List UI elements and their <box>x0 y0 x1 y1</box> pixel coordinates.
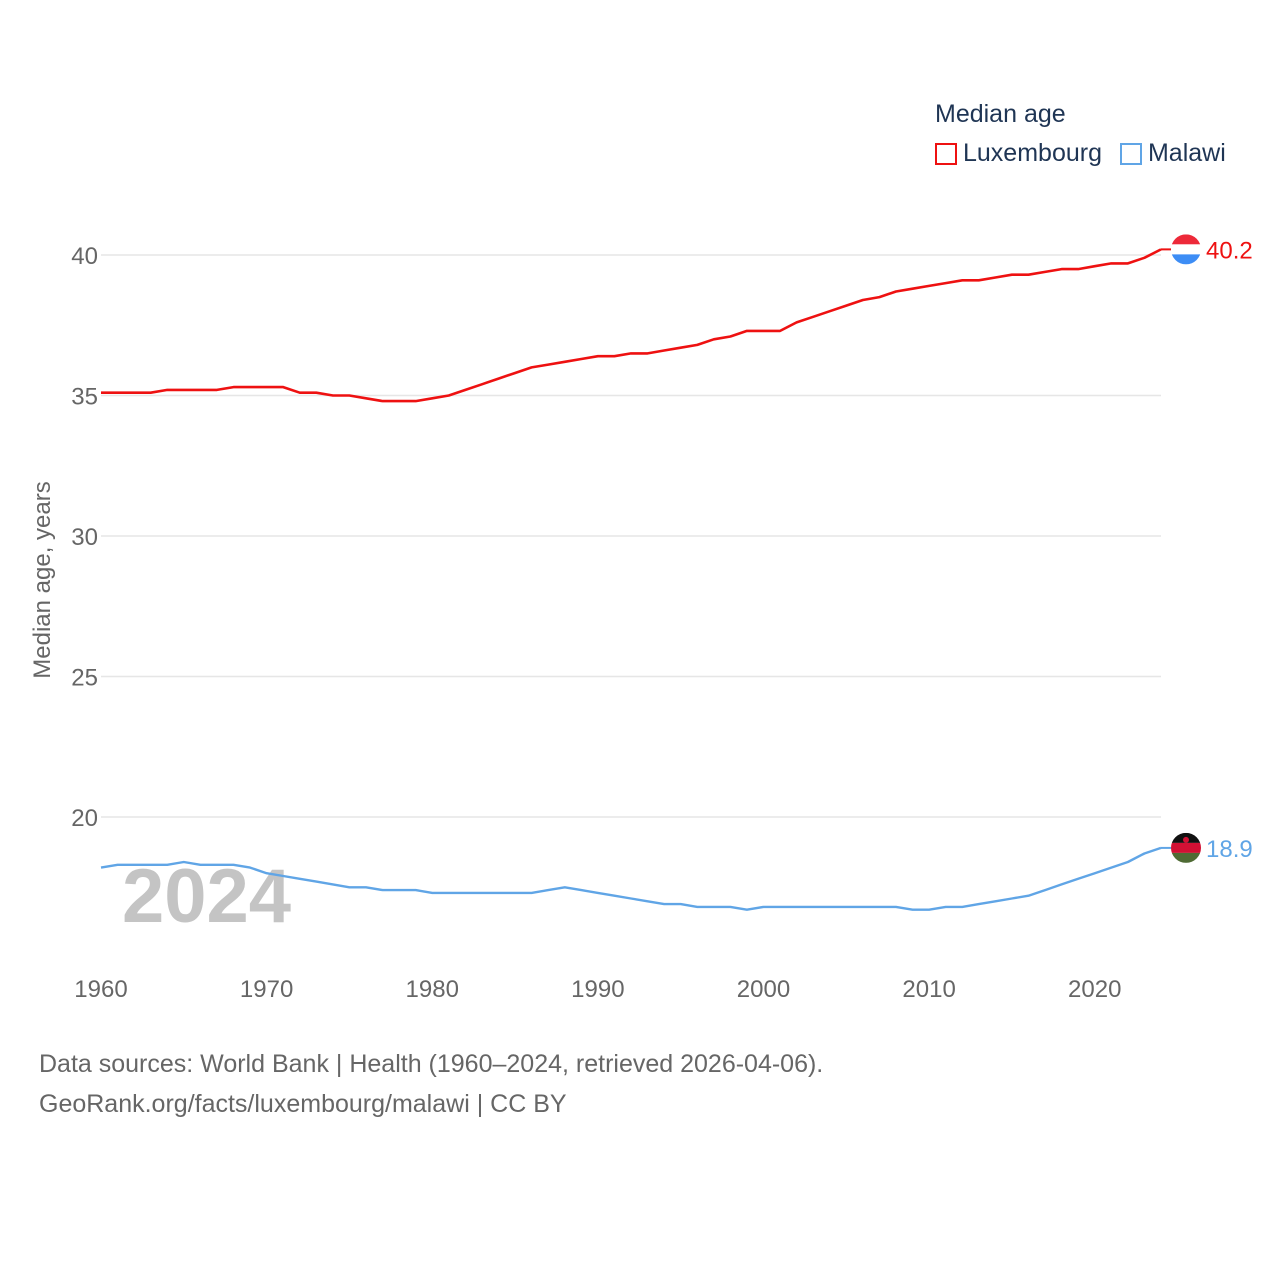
y-tick-label: 35 <box>71 384 98 411</box>
x-tick-label: 1990 <box>571 976 624 1003</box>
y-tick-label: 30 <box>71 524 98 551</box>
end-markers <box>1171 234 1201 863</box>
x-tick-label: 2000 <box>737 976 790 1003</box>
legend: Median age Luxembourg Malawi <box>935 100 1226 168</box>
end-label-luxembourg: 40.2 <box>1206 237 1253 264</box>
legend-label-luxembourg: Luxembourg <box>963 139 1102 167</box>
year-watermark: 2024 <box>122 854 291 939</box>
y-tick-label: 20 <box>71 805 98 832</box>
x-tick-label: 1980 <box>406 976 459 1003</box>
legend-item-malawi[interactable]: Malawi <box>1119 139 1226 168</box>
luxembourg-flag-icon <box>1171 234 1201 265</box>
data-source-text: Data sources: World Bank | Health (1960–… <box>39 1050 824 1078</box>
y-axis-ticks: 20 25 30 35 40 <box>71 243 98 832</box>
malawi-flag-icon <box>1171 832 1201 863</box>
legend-item-luxembourg[interactable]: Luxembourg <box>935 139 1102 168</box>
y-tick-label: 40 <box>71 243 98 270</box>
y-axis-label: Median age, years <box>29 481 56 678</box>
series-lines <box>100 248 1171 911</box>
series-line-malawi <box>100 846 1162 911</box>
legend-swatch-malawi <box>1119 142 1142 165</box>
line-chart: 2024 20 25 30 35 40 1960 1970 1980 1990 2000 2010… <box>29 234 1253 1003</box>
legend-label-malawi: Malawi <box>1147 139 1226 167</box>
y-tick-label: 25 <box>71 665 98 692</box>
series-line-luxembourg <box>101 248 1162 403</box>
x-tick-label: 1960 <box>74 976 127 1003</box>
legend-swatch-luxembourg <box>935 142 957 165</box>
end-labels: 40.2 18.9 <box>1206 237 1253 863</box>
x-tick-label: 2020 <box>1068 976 1121 1003</box>
gridlines <box>101 254 1161 818</box>
source-url-text: GeoRank.org/facts/luxembourg/malawi | CC… <box>39 1090 567 1118</box>
legend-title: Median age <box>935 100 1066 128</box>
x-tick-label: 2010 <box>902 976 955 1003</box>
x-tick-label: 1970 <box>240 976 293 1003</box>
end-label-malawi: 18.9 <box>1206 836 1253 863</box>
x-axis-ticks: 1960 1970 1980 1990 2000 2010 2020 <box>74 976 1121 1003</box>
footer: Data sources: World Bank | Health (1960–… <box>39 1044 823 1124</box>
